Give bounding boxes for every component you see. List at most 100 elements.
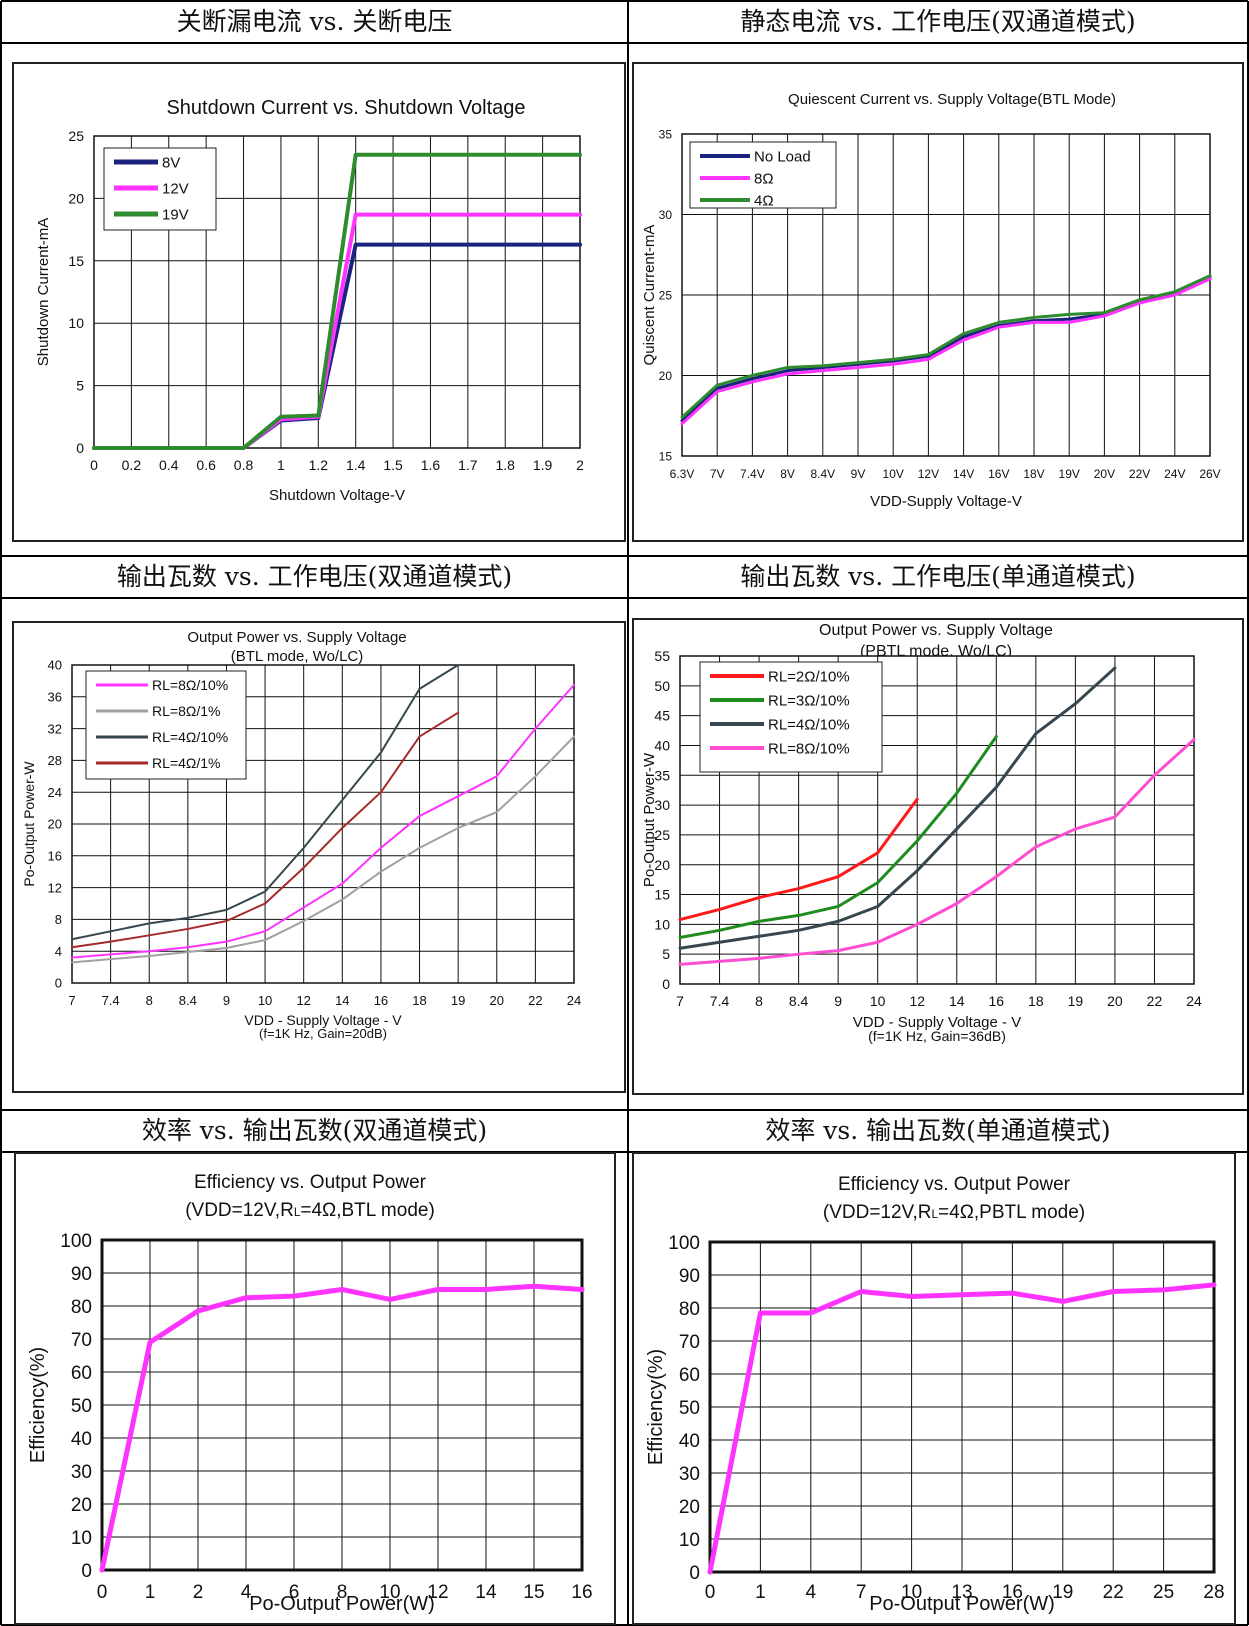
plot-border (679, 655, 1195, 985)
legend-label: 12V (162, 180, 189, 197)
x-tick-label: 10 (379, 1582, 400, 1603)
x-tick-label: 12V (918, 467, 939, 481)
y-axis-label: Efficiency(%) (645, 1349, 667, 1465)
x-tick-label: 19 (1052, 1582, 1073, 1603)
y-tick-label: 12 (48, 880, 62, 895)
x-axis-label: Po-Output Power(W) (249, 1593, 435, 1615)
y-tick-label: 80 (679, 1299, 700, 1320)
legend-label: RL=2Ω/10% (768, 668, 850, 685)
y-axis-label: Po-Output Power-W (21, 761, 37, 887)
y-tick-label: 70 (679, 1332, 700, 1353)
x-tick-label: 7.4 (710, 993, 730, 1009)
x-tick-label: 1.9 (533, 457, 553, 473)
x-tick-label: 2 (193, 1582, 204, 1603)
x-tick-label: 1.2 (309, 457, 329, 473)
x-tick-label: 18V (1023, 467, 1044, 481)
subtitle-part: L (294, 1206, 301, 1219)
legend-box (699, 661, 883, 773)
x-tick-label: 18 (412, 993, 426, 1008)
x-tick-label: 7 (676, 993, 684, 1009)
chart-shutdown-current: Shutdown Current vs. Shutdown Voltage 0 0.… (12, 62, 626, 542)
x-tick-label: 13 (951, 1582, 972, 1603)
x-tick-label: 10 (258, 993, 272, 1008)
y-tick-label: 50 (679, 1398, 700, 1419)
y-axis-label: Po-Output Power-W (641, 752, 658, 887)
chart-title: Efficiency vs. Output Power (194, 1172, 427, 1193)
plot-border (71, 664, 575, 984)
y-tick-label: 20 (654, 857, 670, 873)
x-tick-label: 22 (1147, 993, 1163, 1009)
series-line-rl-4-10 (678, 666, 1117, 950)
x-tick-label: 20 (1107, 993, 1123, 1009)
y-tick-label: 30 (654, 797, 670, 813)
x-tick-label: 0 (97, 1582, 108, 1603)
y-tick-label: 20 (68, 190, 84, 206)
series-line-series-0 (99, 1283, 585, 1573)
y-tick-label: 20 (679, 1497, 700, 1518)
y-tick-label: 0 (689, 1563, 700, 1584)
x-tick-label: 19 (451, 993, 465, 1008)
x-tick-label: 24V (1164, 467, 1185, 481)
x-tick-label: 19 (1068, 993, 1084, 1009)
y-tick-label: 40 (48, 658, 62, 673)
series-line-rl-4-1 (71, 711, 460, 949)
subtitle-part: (VDD=12V,R (823, 1202, 932, 1223)
series-line-rl-4-10 (71, 664, 460, 941)
x-tick-label: 0.6 (196, 457, 216, 473)
x-axis-sublabel: (f=1K Hz, Gain=20dB) (259, 1026, 387, 1041)
y-axis-label: Shutdown Current-mA (35, 218, 52, 366)
y-tick-label: 25 (654, 827, 670, 843)
x-tick-label: 9 (223, 993, 230, 1008)
x-tick-label: 1.6 (421, 457, 441, 473)
y-tick-label: 40 (654, 737, 670, 753)
y-tick-label: 100 (668, 1233, 700, 1254)
legend-label: 19V (162, 206, 189, 223)
x-tick-label: 28 (1203, 1582, 1224, 1603)
y-tick-label: 30 (679, 1464, 700, 1485)
x-tick-label: 7V (710, 467, 725, 481)
x-tick-label: 20 (490, 993, 504, 1008)
series-line-19v (92, 152, 582, 450)
y-tick-label: 40 (679, 1431, 700, 1452)
x-tick-label: 12 (427, 1582, 448, 1603)
x-tick-label: 8.4 (789, 993, 809, 1009)
y-tick-label: 0 (76, 440, 84, 456)
x-tick-label: 22 (1103, 1582, 1124, 1603)
x-tick-label: 16 (989, 993, 1005, 1009)
x-tick-label: 16 (1002, 1582, 1023, 1603)
x-tick-label: 14 (949, 993, 965, 1009)
series-line-rl-8-1 (71, 735, 575, 964)
y-tick-label: 90 (679, 1266, 700, 1287)
x-tick-label: 19V (1059, 467, 1080, 481)
x-tick-label: 1.5 (383, 457, 403, 473)
header-output-power-btl: 输出瓦数 vs. 工作电压(双通道模式) (116, 562, 513, 591)
y-tick-label: 5 (76, 378, 84, 394)
legend-label: 8Ω (754, 170, 774, 187)
x-tick-label: 1 (145, 1582, 156, 1603)
x-tick-label: 8.4V (810, 467, 835, 481)
x-tick-label: 12 (296, 993, 310, 1008)
y-tick-label: 0 (662, 976, 670, 992)
x-tick-label: 25 (1153, 1582, 1174, 1603)
y-tick-label: 90 (71, 1264, 92, 1285)
x-tick-label: 7.4 (102, 993, 120, 1008)
chart-title: Output Power vs. Supply Voltage (187, 629, 406, 646)
x-tick-label: 26V (1199, 467, 1220, 481)
y-tick-label: 15 (654, 887, 670, 903)
x-tick-label: 7.4V (740, 467, 765, 481)
chart-subtitle: (BTL mode, Wo/LC) (231, 648, 364, 665)
chart-output-power-pbtl: Output Power vs. Supply Voltage (PBTL mod… (632, 618, 1244, 1095)
x-tick-label: 16 (374, 993, 388, 1008)
x-axis-label: VDD - Supply Voltage - V (244, 1012, 402, 1028)
chart-efficiency-pbtl: Efficiency vs. Output Power (VDD=12V,RL=4… (632, 1152, 1236, 1625)
x-tick-label: 10V (883, 467, 904, 481)
x-axis-label: Po-Output Power(W) (869, 1593, 1055, 1615)
plot-border (681, 133, 1211, 457)
series-line-8 (680, 277, 1212, 426)
y-tick-label: 20 (48, 817, 62, 832)
y-tick-label: 20 (71, 1495, 92, 1516)
x-tick-label: 0.4 (159, 457, 179, 473)
x-tick-label: 16 (571, 1582, 592, 1603)
chart-output-power-btl: Output Power vs. Supply Voltage (BTL mode… (12, 621, 626, 1093)
y-tick-label: 20 (659, 369, 673, 383)
